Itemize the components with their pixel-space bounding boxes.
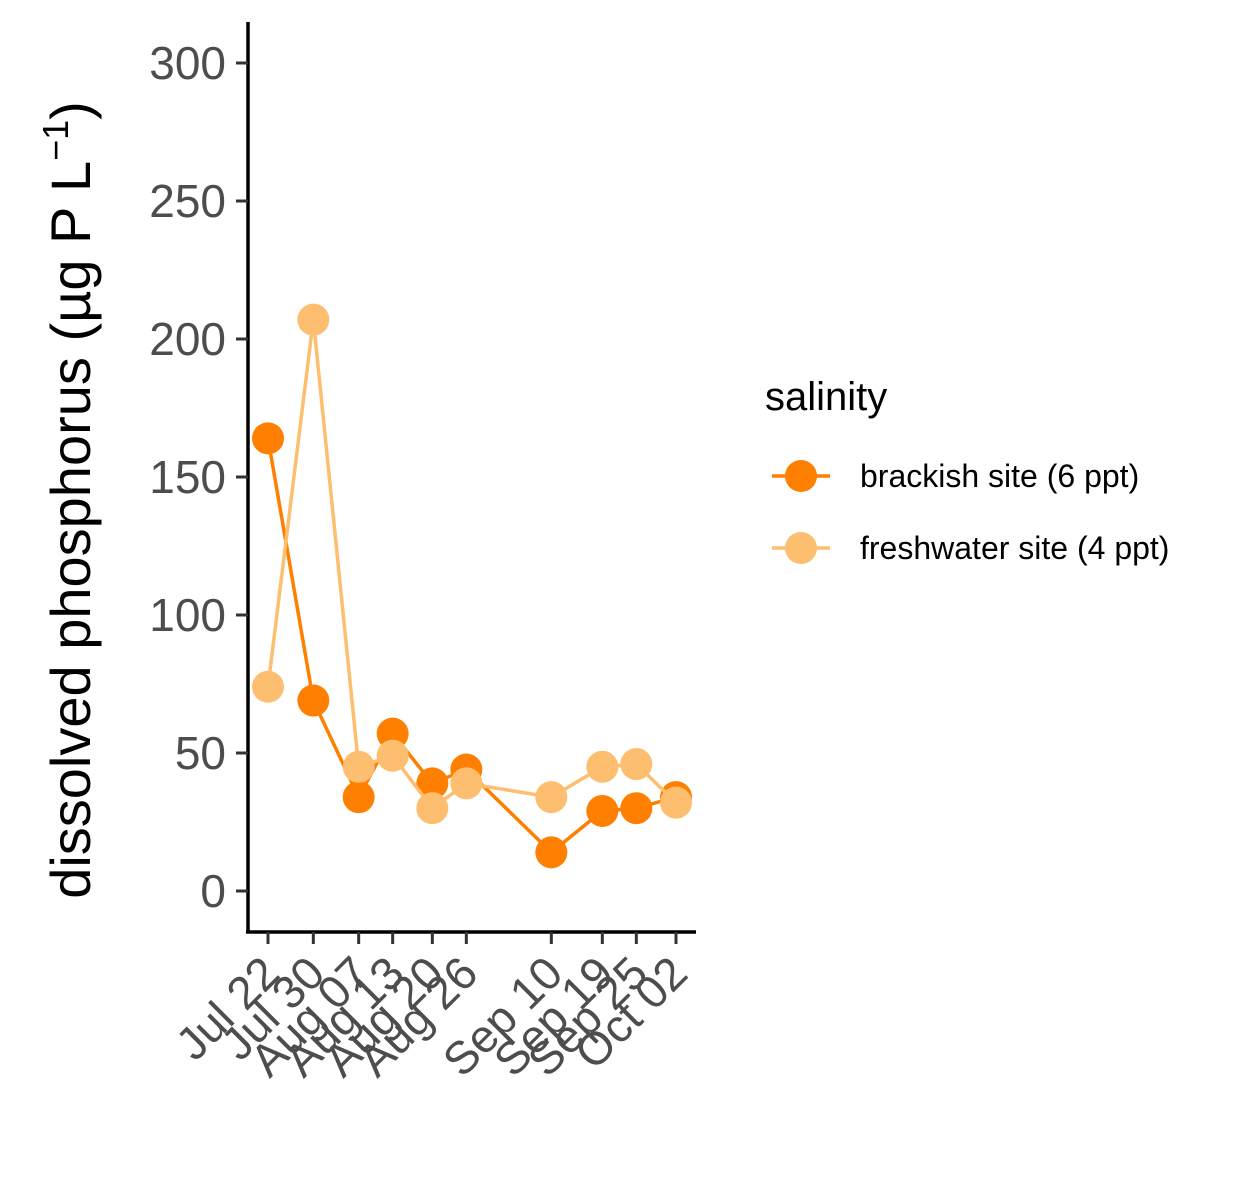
legend-key-point xyxy=(785,532,817,564)
y-tick-label: 250 xyxy=(149,175,226,227)
data-point xyxy=(342,750,375,783)
legend-items: brackish site (6 ppt) freshwater site (4 … xyxy=(772,458,1169,566)
data-point xyxy=(342,781,375,814)
data-point xyxy=(416,767,449,800)
series-brackish xyxy=(252,422,692,869)
data-point xyxy=(376,717,409,750)
data-point xyxy=(535,781,568,814)
legend-label: brackish site (6 ppt) xyxy=(860,458,1139,494)
series-line xyxy=(266,438,677,855)
legend-title: salinity xyxy=(765,375,887,419)
y-axis-title-main: dissolved phosphorus (µg P L xyxy=(39,161,102,899)
data-point xyxy=(586,750,619,783)
legend-label: freshwater site (4 ppt) xyxy=(860,530,1169,566)
y-tick-label: 150 xyxy=(149,451,226,503)
y-tick-label: 0 xyxy=(200,865,226,917)
legend: salinity brackish site (6 ppt) freshwater… xyxy=(765,375,1169,566)
series-layer xyxy=(252,303,692,869)
y-tick-label: 100 xyxy=(149,589,226,641)
legend-item: brackish site (6 ppt) xyxy=(772,458,1139,494)
y-axis-title: dissolved phosphorus (µg P L−1) xyxy=(35,101,102,899)
y-tick-label: 50 xyxy=(175,727,226,779)
series-line xyxy=(266,319,678,811)
data-point xyxy=(535,836,568,869)
data-point xyxy=(297,684,330,717)
data-point xyxy=(416,792,449,825)
data-point xyxy=(252,422,284,455)
data-point xyxy=(376,739,409,772)
series-freshwater xyxy=(252,303,692,825)
y-tick-label: 300 xyxy=(149,37,226,89)
data-point xyxy=(297,303,330,336)
y-axis: 0 50 100 150 200 250 300 xyxy=(149,22,250,932)
data-point xyxy=(450,767,483,800)
data-point xyxy=(586,794,619,827)
y-axis-title-superscript: −1 xyxy=(35,120,76,161)
data-point xyxy=(620,748,653,781)
legend-item: freshwater site (4 ppt) xyxy=(772,530,1169,566)
y-tick-label: 200 xyxy=(149,313,226,365)
data-point xyxy=(660,786,692,819)
y-axis-title-end: ) xyxy=(39,101,102,120)
data-point xyxy=(620,792,653,825)
legend-key-point xyxy=(785,460,817,492)
data-point xyxy=(252,670,284,703)
